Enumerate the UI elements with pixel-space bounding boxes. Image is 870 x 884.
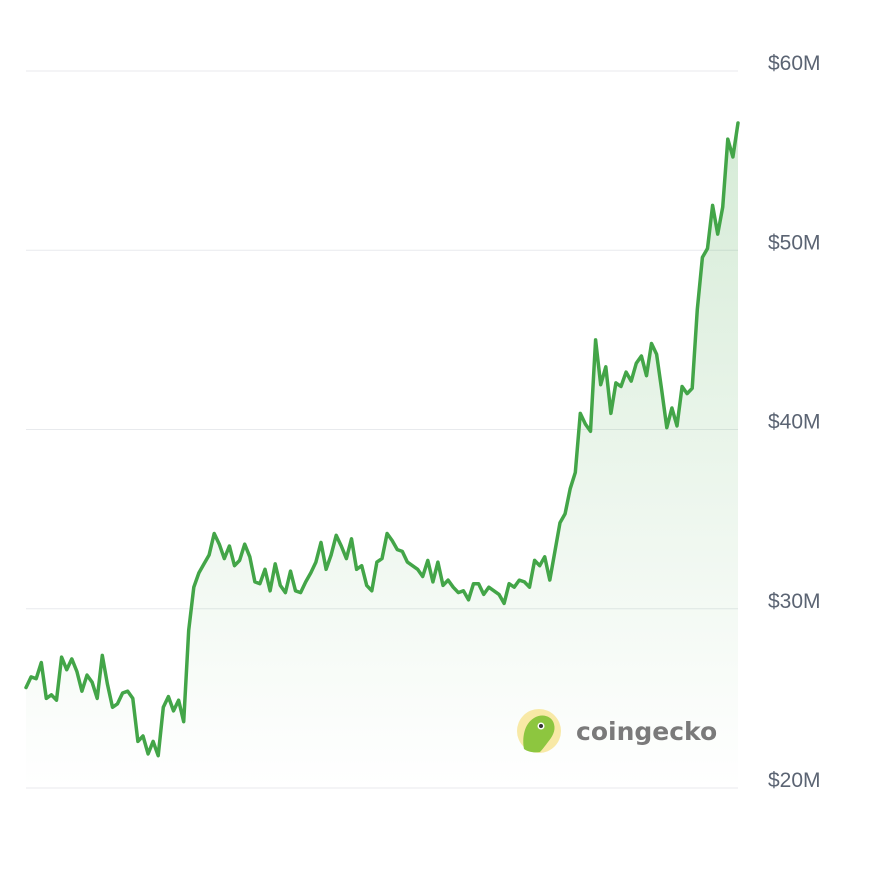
area-fill-path <box>26 123 738 788</box>
y-tick-label: $30M <box>768 590 821 613</box>
y-tick-label: $20M <box>768 769 821 792</box>
series-line <box>24 121 740 758</box>
area-fill <box>26 123 738 788</box>
y-tick-label: $60M <box>768 52 821 75</box>
gecko-logo-icon <box>517 709 561 753</box>
coingecko-watermark: coingecko <box>517 709 717 753</box>
y-tick-label: $50M <box>768 231 821 254</box>
price-line <box>24 121 740 758</box>
y-tick-label: $40M <box>768 411 821 434</box>
y-axis-ticks: $60M $50M $40M $30M $20M <box>768 52 821 792</box>
coingecko-wordmark: coingecko <box>576 717 717 746</box>
